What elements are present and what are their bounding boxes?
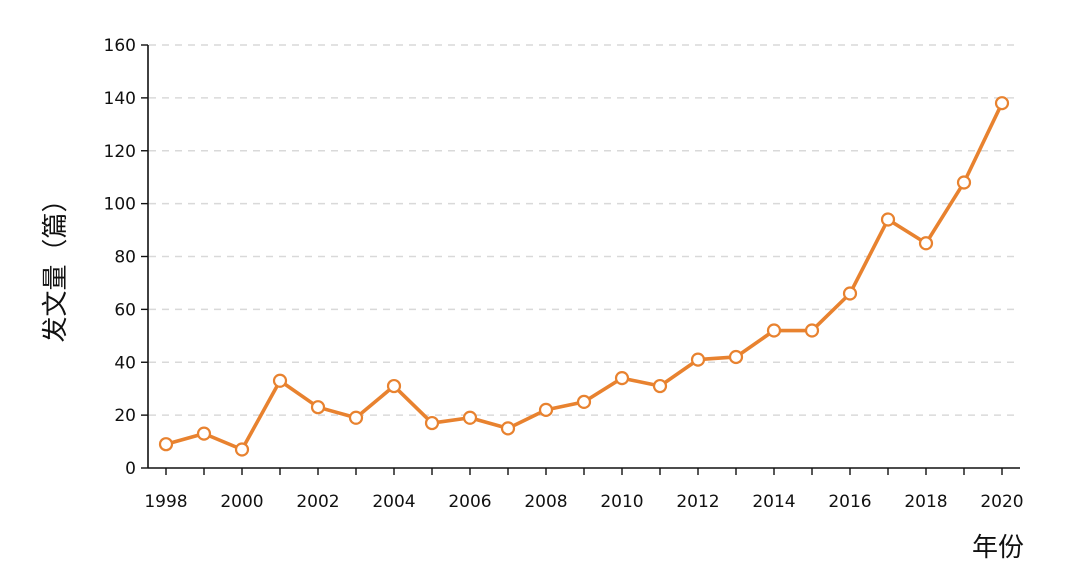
x-axis-title: 年份 (972, 533, 1024, 563)
x-tick-label: 2014 (752, 492, 795, 512)
data-point (272, 373, 288, 388)
x-tick-label: 2006 (448, 492, 491, 512)
data-point (918, 236, 934, 251)
data-point (538, 402, 554, 417)
y-ticks: 0 20 40 60 80 100 120 140 160 (104, 36, 148, 479)
y-tick-label: 60 (114, 300, 136, 320)
y-tick-label: 100 (104, 195, 136, 215)
data-point (994, 96, 1010, 111)
data-point (728, 349, 744, 365)
data-point (348, 410, 364, 425)
y-axis-title: 发文量（篇） (41, 186, 71, 342)
x-tick-label: 2002 (296, 492, 339, 512)
y-tick-label: 120 (104, 142, 136, 162)
data-point (310, 400, 326, 415)
y-tick-label: 160 (104, 36, 136, 56)
x-tick-label: 2008 (524, 492, 567, 512)
data-point (386, 378, 402, 394)
data-point (804, 323, 820, 338)
data-point (234, 442, 250, 457)
x-tick-label: 2004 (372, 492, 415, 512)
data-point (842, 286, 858, 301)
data-point (158, 437, 174, 452)
data-point (690, 352, 706, 367)
data-point (462, 410, 478, 425)
data-point (652, 378, 668, 394)
series (158, 96, 1010, 457)
y-tick-label: 40 (114, 353, 136, 373)
x-tick-label: 2016 (828, 492, 871, 512)
x-tick-label: 2018 (904, 492, 947, 512)
y-tick-label: 20 (114, 406, 136, 426)
data-point (196, 426, 212, 441)
data-point (576, 394, 592, 410)
data-point (766, 323, 782, 338)
gridlines (149, 44, 1020, 416)
data-point (424, 415, 440, 431)
x-tick-label: 2020 (980, 492, 1023, 512)
x-ticks: 1998 2000 2002 2004 2006 2008 2010 2012 2014 2016… (144, 468, 1024, 512)
y-tick-label: 80 (114, 248, 136, 268)
x-tick-label: 2012 (676, 492, 719, 512)
data-point (956, 175, 972, 190)
data-point (880, 212, 896, 227)
x-tick-label: 2000 (220, 492, 263, 512)
y-tick-label: 140 (104, 89, 136, 109)
x-tick-label: 2010 (600, 492, 643, 512)
x-tick-label: 1998 (144, 492, 187, 512)
y-tick-label: 0 (125, 459, 136, 479)
data-point (500, 421, 516, 436)
data-point (614, 371, 630, 386)
